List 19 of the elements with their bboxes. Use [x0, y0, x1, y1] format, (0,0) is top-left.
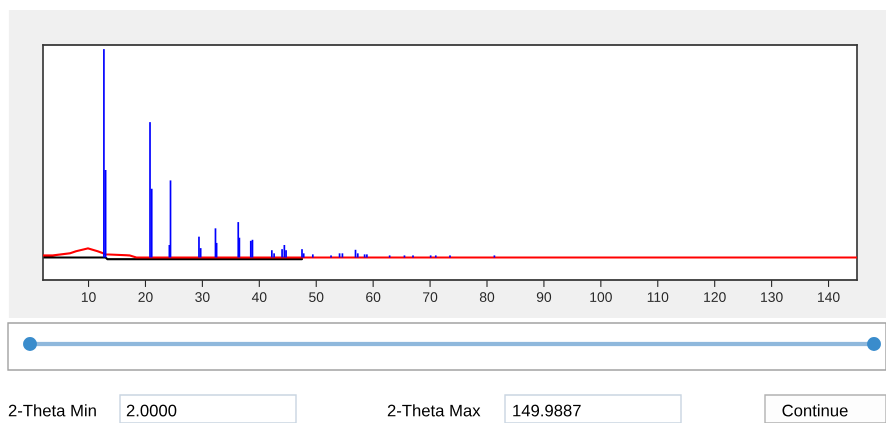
- text: 2.0000: [126, 404, 176, 416]
- x-tick-label: 120: [704, 292, 726, 302]
- text: 149.9887: [513, 404, 581, 416]
- x-tick-label: 130: [761, 292, 783, 302]
- x-tick-label: 90: [536, 292, 552, 302]
- x-tick-label: 40: [252, 292, 266, 302]
- x-tick-label: 100: [590, 292, 612, 302]
- x-tick-label: 20: [138, 292, 153, 302]
- x-tick-label: 140: [818, 292, 840, 302]
- x-tick-label: 70: [423, 292, 438, 302]
- x-tick-label: 10: [82, 292, 96, 302]
- x-tick-label: 80: [480, 292, 494, 302]
- x-tick-label: 50: [309, 292, 324, 302]
- x-tick-label: 110: [648, 292, 668, 302]
- x-tick-label: 60: [366, 292, 380, 302]
- text: 2-Theta Max: [388, 404, 480, 416]
- x-tick-label: 30: [195, 292, 210, 302]
- text: 2-Theta Min: [8, 404, 96, 416]
- text: Continue: [782, 404, 848, 416]
